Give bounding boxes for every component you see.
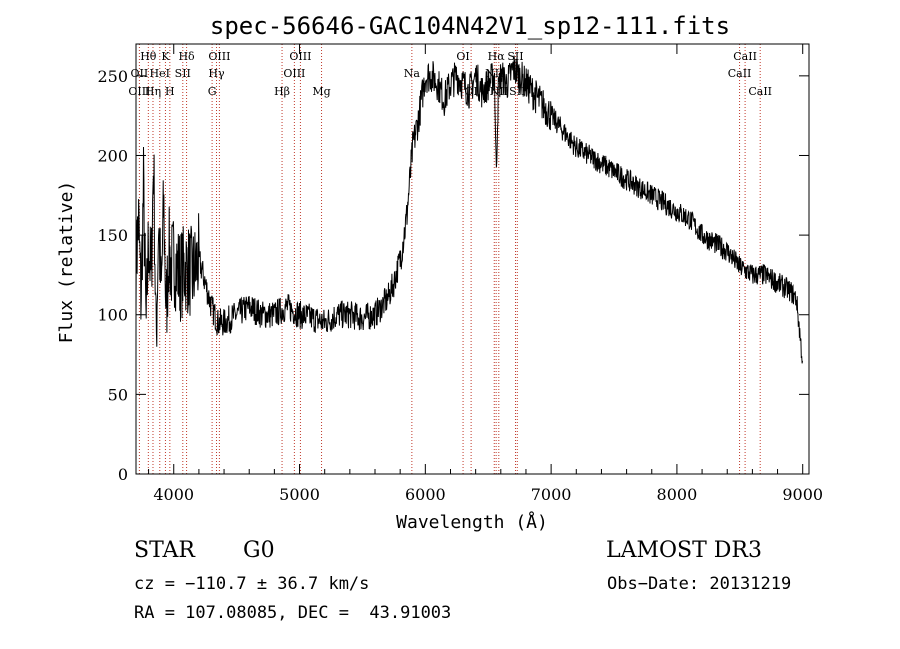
x-tick-label-2: 6000	[405, 485, 446, 504]
marker-label-7: Hγ	[208, 67, 225, 80]
y-tick-label-1: 50	[108, 385, 128, 404]
marker-label-11: Hβ	[274, 85, 290, 98]
marker-label-14: Hη	[145, 85, 161, 98]
marker-label-0: Hθ	[140, 50, 157, 63]
y-tick-label-3: 150	[97, 226, 128, 245]
marker-lines	[138, 44, 761, 474]
marker-label-22: SII	[507, 50, 523, 63]
object-subclass: G0	[243, 538, 275, 563]
x-axis-label: Wavelength (Å)	[396, 511, 548, 533]
x-ticks: 4000 5000 6000 7000 8000 9000	[148, 44, 823, 504]
marker-label-6: OIII	[208, 50, 230, 63]
y-ticks: 0 50 100 150 200 250	[97, 67, 809, 484]
marker-label-24: CaII	[733, 50, 757, 63]
plot-frame	[135, 43, 810, 475]
x-tick-label-1: 5000	[279, 485, 320, 504]
marker-label-13: OIII	[128, 85, 150, 98]
y-tick-label-2: 100	[97, 306, 128, 325]
x-tick-label-5: 9000	[782, 485, 823, 504]
marker-label-16: Na	[404, 67, 421, 80]
x-tick-label-4: 8000	[657, 485, 698, 504]
marker-label-15: H	[165, 85, 175, 98]
x-tick-label-0: 4000	[153, 485, 194, 504]
marker-label-9: OIII	[289, 50, 311, 63]
y-tick-label-4: 200	[97, 146, 128, 165]
flux-series-line	[135, 55, 803, 364]
marker-label-2: Hδ	[178, 50, 195, 63]
marker-label-25: CaII	[728, 67, 752, 80]
marker-label-10: OIII	[283, 67, 305, 80]
marker-label-3: OII	[131, 67, 149, 80]
chart-title: spec-56646-GAC104N42V1_sp12-111.fits	[210, 12, 730, 40]
marker-label-12: Mg	[312, 85, 330, 98]
obs-date: Obs−Date: 20131219	[607, 574, 792, 594]
marker-label-1: K	[161, 50, 170, 63]
y-tick-label-5: 250	[97, 67, 128, 86]
survey-name: LAMOST DR3	[606, 538, 762, 563]
coordinates: RA = 107.08085, DEC = 43.91003	[134, 603, 452, 623]
marker-label-4: HeI	[150, 67, 170, 80]
marker-label-17: OI	[456, 50, 469, 63]
y-axis-label: Flux (relative)	[56, 181, 77, 344]
object-class: STAR	[134, 538, 195, 563]
marker-label-5: SII	[175, 67, 191, 80]
x-tick-label-3: 7000	[531, 485, 572, 504]
redshift-value: cz = −110.7 ± 36.7 km/s	[134, 574, 370, 594]
y-tick-label-0: 0	[118, 465, 128, 484]
marker-label-26: CaII	[748, 85, 772, 98]
marker-label-8: G	[208, 85, 217, 98]
marker-label-19: Hα	[488, 50, 506, 63]
